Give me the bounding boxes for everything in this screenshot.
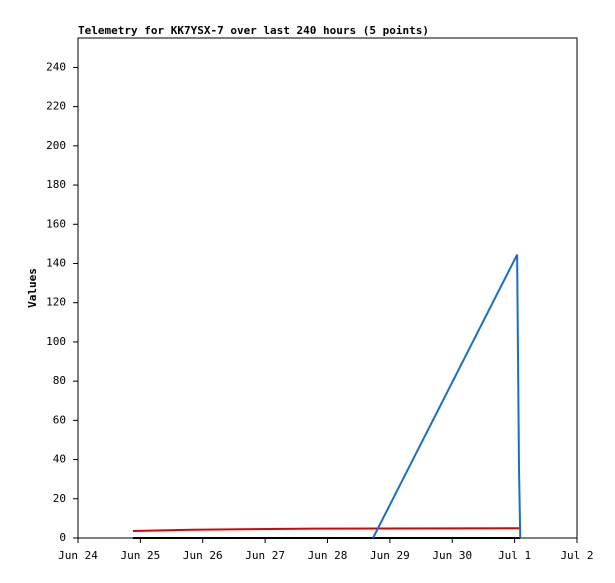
x-tick-label: Jun 25 (121, 549, 161, 562)
y-tick-label: 0 (59, 531, 66, 544)
series-line (372, 254, 522, 539)
x-tick-label: Jul 1 (498, 549, 531, 562)
y-tick-label: 140 (46, 256, 66, 269)
x-tick-label: Jun 26 (183, 549, 223, 562)
x-tick-label: Jun 28 (308, 549, 348, 562)
y-tick-label: 80 (53, 374, 66, 387)
y-tick-label: 160 (46, 217, 66, 230)
x-tick-label: Jun 27 (245, 549, 285, 562)
series-line (132, 527, 521, 532)
y-tick-label: 240 (46, 60, 66, 73)
y-tick-label: 40 (53, 453, 66, 466)
x-tick-label: Jul 2 (560, 549, 593, 562)
x-tick-label: Jun 30 (432, 549, 472, 562)
x-tick-label: Jun 24 (58, 549, 98, 562)
plot-frame (77, 37, 578, 539)
y-tick-label: 20 (53, 492, 66, 505)
y-tick-label: 120 (46, 296, 66, 309)
y-tick-label: 220 (46, 100, 66, 113)
x-tick-label: Jun 29 (370, 549, 410, 562)
y-tick-label: 200 (46, 139, 66, 152)
y-tick-label: 180 (46, 178, 66, 191)
y-axis-label: Values (26, 268, 39, 308)
chart-title: Telemetry for KK7YSX-7 over last 240 hou… (78, 24, 429, 37)
y-tick-label: 60 (53, 413, 66, 426)
y-tick-label: 100 (46, 335, 66, 348)
